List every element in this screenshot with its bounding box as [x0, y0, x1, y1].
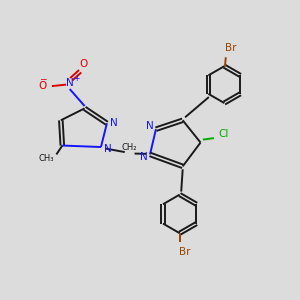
Text: O: O [38, 81, 46, 91]
Text: N: N [103, 143, 111, 154]
Text: N: N [110, 118, 117, 128]
Text: Br: Br [179, 247, 191, 257]
Text: N: N [140, 152, 147, 162]
Text: Cl: Cl [218, 129, 229, 139]
Text: −: − [39, 74, 46, 83]
Text: N: N [146, 121, 154, 130]
Text: O: O [79, 59, 87, 69]
Text: Br: Br [225, 44, 237, 53]
Text: +: + [73, 74, 80, 82]
Text: CH₃: CH₃ [38, 154, 54, 164]
Text: CH₂: CH₂ [122, 143, 137, 152]
Text: N: N [66, 77, 74, 88]
